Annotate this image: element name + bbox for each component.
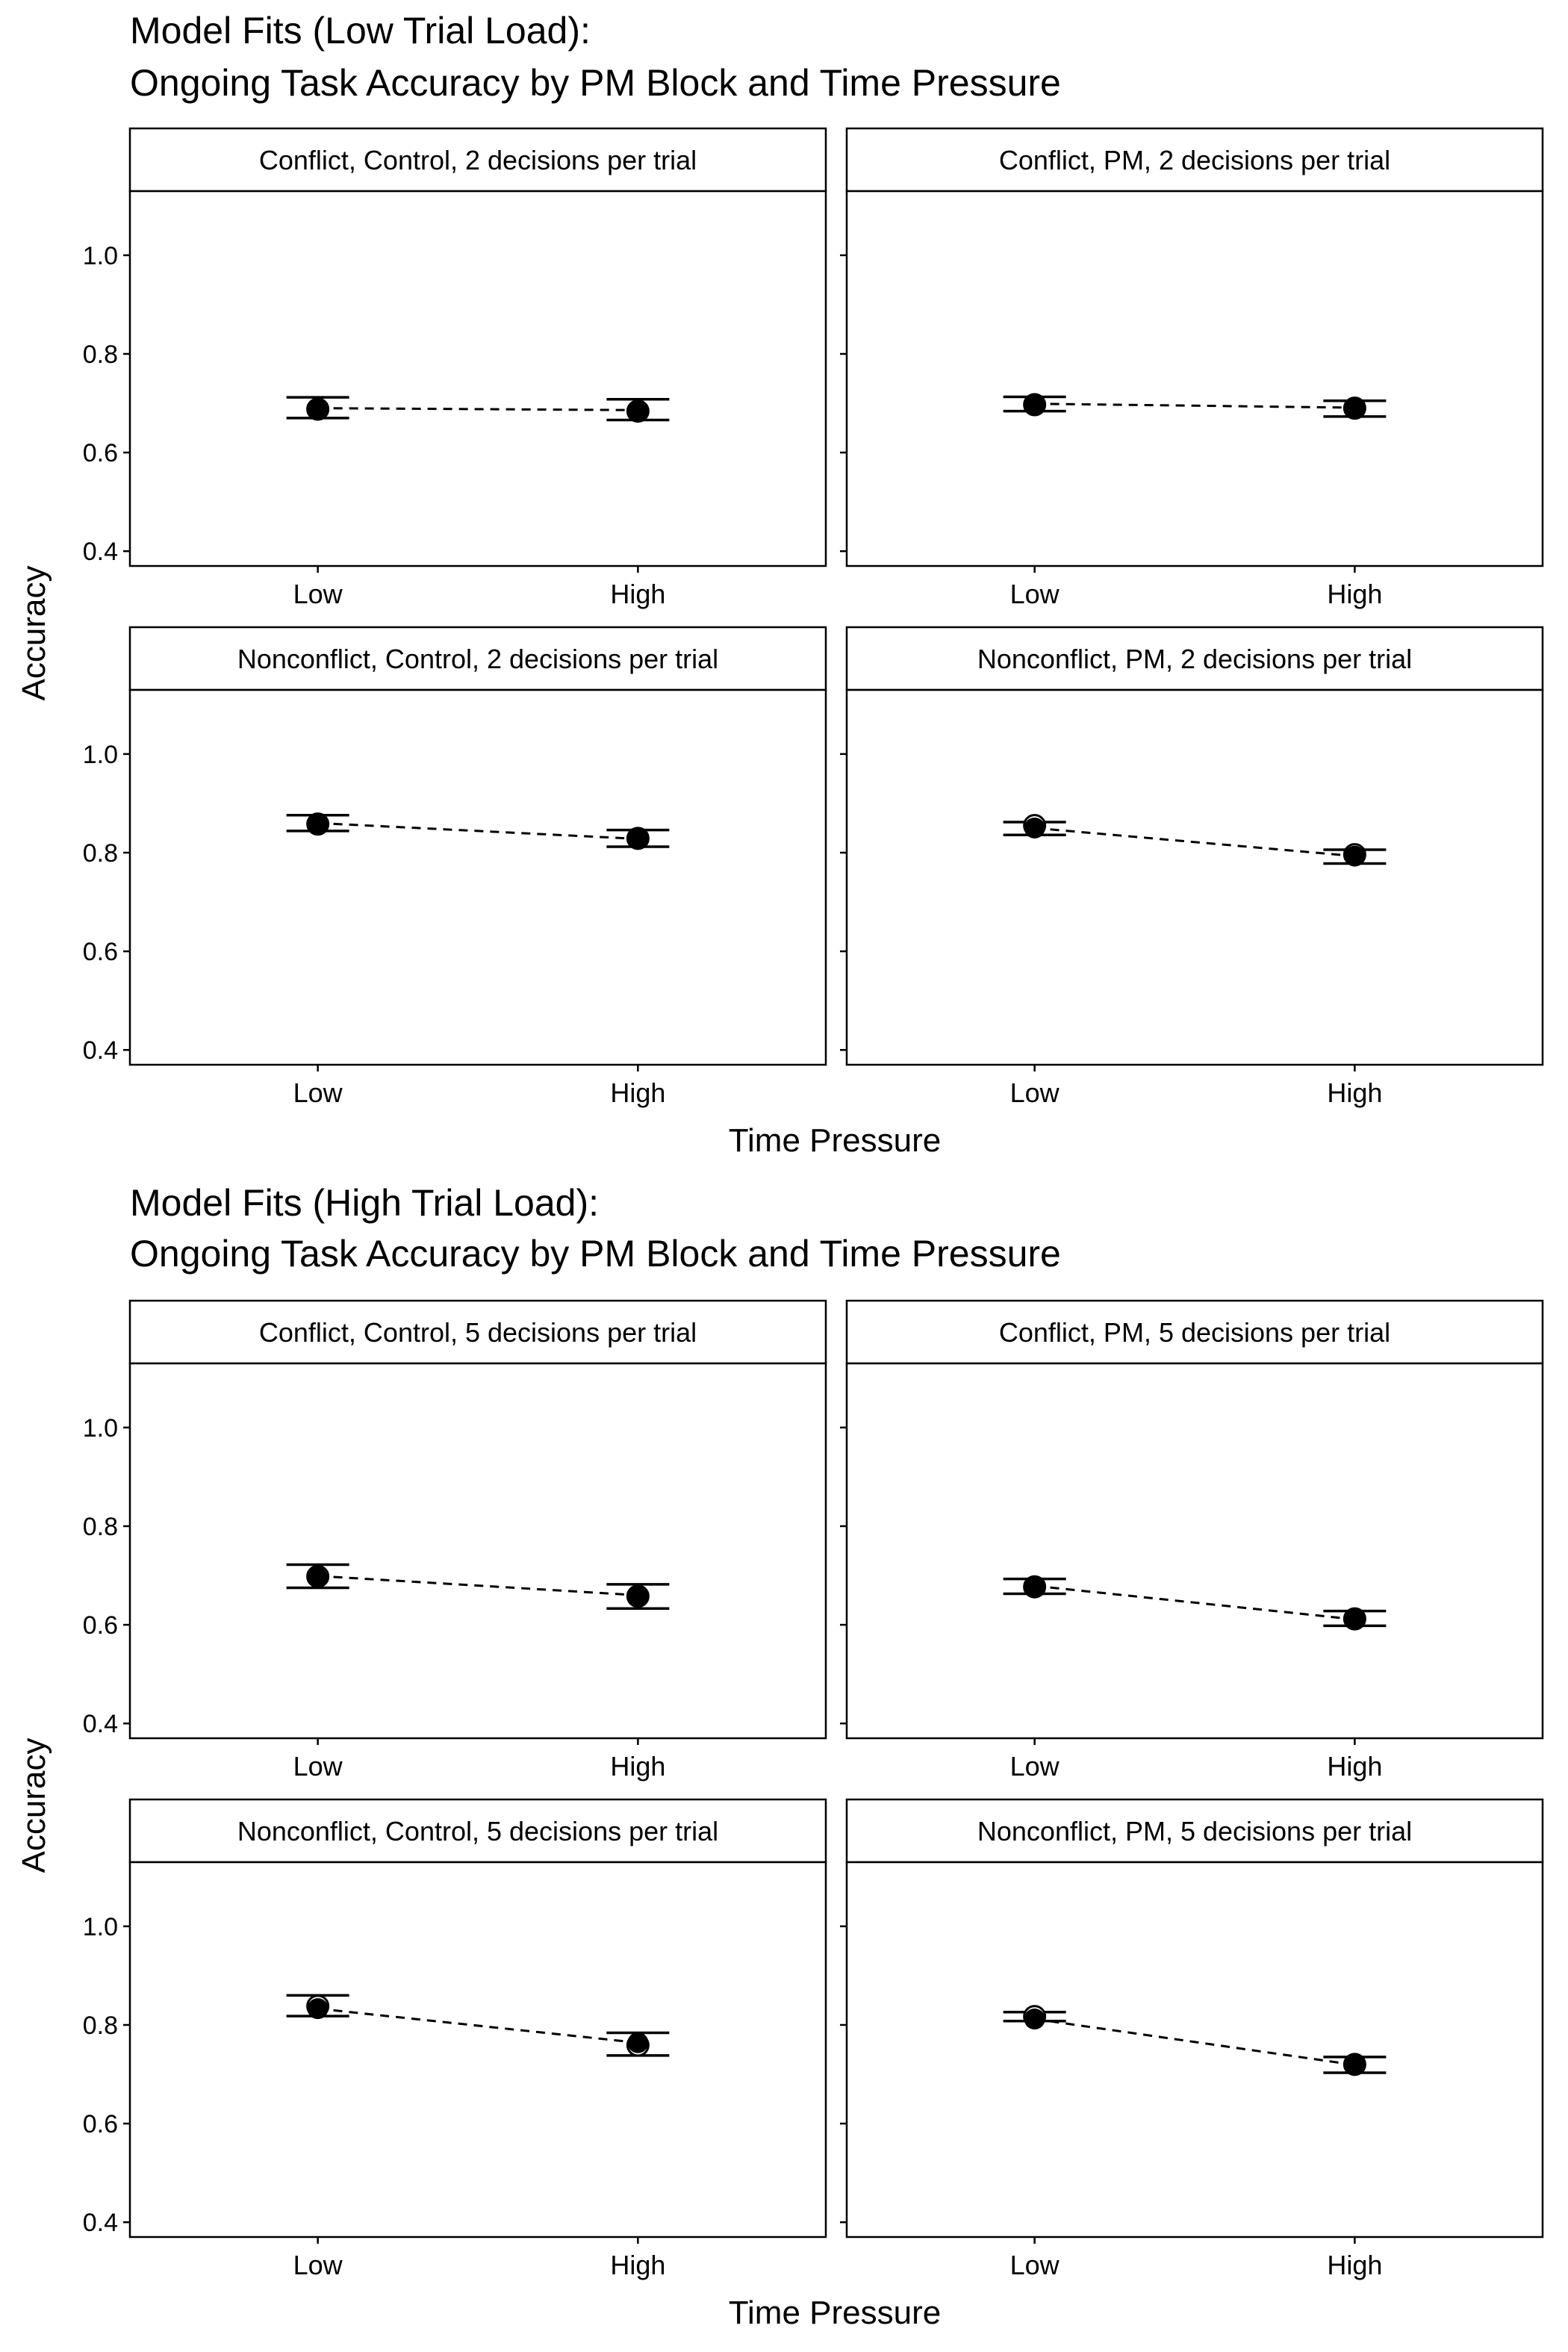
y-tick-label: 0.8 [83, 839, 118, 868]
y-tick-label: 1.0 [83, 741, 118, 769]
x-tick-label: Low [293, 1751, 343, 1782]
panel-plot-area [128, 1362, 827, 1740]
panel-strip-label: Conflict, Control, 2 decisions per trial [259, 145, 697, 175]
y-tick-label: 0.6 [83, 2110, 118, 2138]
panel-strip-label: Nonconflict, PM, 5 decisions per trial [977, 1816, 1412, 1847]
y-tick-label: 0.6 [83, 1611, 118, 1640]
model-fit-line [1034, 827, 1355, 858]
y-tick-label: 1.0 [83, 1414, 118, 1443]
model-point [1344, 2054, 1366, 2076]
figure-1-panels: Conflict, Control, 2 decisions per trial… [83, 127, 1544, 1108]
y-tick-label: 1.0 [83, 1913, 118, 1941]
y-tick-label: 0.8 [83, 2012, 118, 2040]
model-fit-line [317, 2007, 638, 2044]
model-fit-line [317, 1575, 638, 1596]
panel-strip-label: Conflict, PM, 2 decisions per trial [999, 145, 1390, 175]
y-tick-label: 0.6 [83, 439, 118, 467]
figure-1-title: Model Fits (Low Trial Load): [130, 10, 591, 52]
model-fit-line [1034, 1584, 1355, 1621]
panel-strip-box [128, 127, 827, 193]
model-point [1024, 2009, 1045, 2030]
model-point [307, 1998, 329, 2020]
x-tick-label: High [1327, 1751, 1382, 1782]
model-point [307, 812, 329, 834]
model-point [627, 2032, 649, 2053]
model-point [307, 397, 329, 419]
panel-plot-area [128, 190, 827, 567]
x-tick-label: Low [293, 1077, 343, 1108]
panel-strip-box [845, 626, 1544, 691]
figure-1-x-axis-label: Time Pressure [729, 1122, 941, 1159]
panel-plot-area [128, 688, 827, 1066]
figure-2-title: Model Fits (High Trial Load): [130, 1182, 599, 1224]
x-tick-label: High [610, 1077, 665, 1108]
model-fit-line [1034, 2017, 1355, 2066]
x-tick-label: Low [1010, 2250, 1060, 2280]
x-tick-label: High [1327, 1077, 1382, 1108]
model-point [627, 1584, 649, 1606]
panel-plot-area [845, 190, 1544, 567]
panel-strip-label: Conflict, PM, 5 decisions per trial [999, 1317, 1390, 1348]
figure-1-y-axis-label: Accuracy [16, 566, 52, 701]
panel: Nonconflict, Control, 2 decisions per tr… [83, 626, 827, 1108]
y-tick-label: 1.0 [83, 242, 118, 270]
y-tick-label: 0.4 [83, 2209, 118, 2237]
panel-plot-area [845, 1861, 1544, 2239]
panel-strip-box [845, 1299, 1544, 1365]
panel: Conflict, Control, 5 decisions per trial… [83, 1299, 827, 1782]
figure-1-subtitle: Ongoing Task Accuracy by PM Block and Ti… [130, 62, 1061, 104]
figure-2-subtitle: Ongoing Task Accuracy by PM Block and Ti… [130, 1233, 1061, 1275]
panel-plot-area [128, 1861, 827, 2239]
x-tick-label: High [610, 2250, 665, 2280]
x-tick-label: Low [1010, 1751, 1060, 1782]
panel: Conflict, PM, 2 decisions per trial Low Hi… [840, 127, 1544, 609]
y-tick-label: 0.4 [83, 1036, 118, 1065]
y-tick-label: 0.6 [83, 938, 118, 966]
panel: Nonconflict, PM, 2 decisions per trial Lo… [840, 626, 1544, 1108]
y-tick-label: 0.4 [83, 538, 118, 566]
y-tick-label: 0.4 [83, 1710, 118, 1738]
model-point [1024, 817, 1045, 839]
model-point [307, 1565, 329, 1587]
model-point [1024, 1575, 1045, 1596]
panel-strip-box [128, 626, 827, 691]
model-point [627, 399, 649, 421]
panel: Nonconflict, PM, 5 decisions per trial Lo… [840, 1798, 1544, 2280]
model-point [1344, 845, 1366, 867]
x-tick-label: Low [293, 2250, 343, 2280]
panel-strip-box [845, 127, 1544, 193]
model-point [1344, 396, 1366, 418]
figure-2-x-axis-label: Time Pressure [729, 2295, 941, 2331]
y-tick-label: 0.8 [83, 340, 118, 369]
panel-plot-area [845, 688, 1544, 1066]
panel: Conflict, PM, 5 decisions per trial Low Hi… [840, 1299, 1544, 1782]
panel-strip-box [128, 1299, 827, 1365]
panel: Nonconflict, Control, 5 decisions per tr… [83, 1798, 827, 2280]
x-tick-label: High [610, 1751, 665, 1782]
x-tick-label: Low [1010, 579, 1060, 609]
panel-strip-box [128, 1798, 827, 1864]
panel-plot-area [845, 1362, 1544, 1740]
panel-strip-label: Conflict, Control, 5 decisions per trial [259, 1317, 697, 1348]
panel-strip-label: Nonconflict, Control, 2 decisions per tr… [237, 644, 718, 674]
panel: Conflict, Control, 2 decisions per trial… [83, 127, 827, 609]
figure-2-panels: Conflict, Control, 5 decisions per trial… [83, 1299, 1544, 2280]
x-tick-label: High [1327, 579, 1382, 609]
panel-strip-box [845, 1798, 1544, 1864]
panel-strip-label: Nonconflict, PM, 2 decisions per trial [977, 644, 1412, 674]
x-tick-label: Low [1010, 1077, 1060, 1108]
x-tick-label: High [610, 579, 665, 609]
model-fit-line [1034, 402, 1355, 409]
figure-2-y-axis-label: Accuracy [16, 1738, 52, 1873]
model-point [1024, 393, 1045, 414]
model-fit-line [317, 821, 638, 840]
model-point [1344, 1608, 1366, 1630]
panel-strip-label: Nonconflict, Control, 5 decisions per tr… [237, 1816, 718, 1847]
y-tick-label: 0.8 [83, 1513, 118, 1541]
x-tick-label: High [1327, 2250, 1382, 2280]
x-tick-label: Low [293, 579, 343, 609]
model-fit-line [317, 407, 638, 411]
model-point [627, 828, 649, 850]
